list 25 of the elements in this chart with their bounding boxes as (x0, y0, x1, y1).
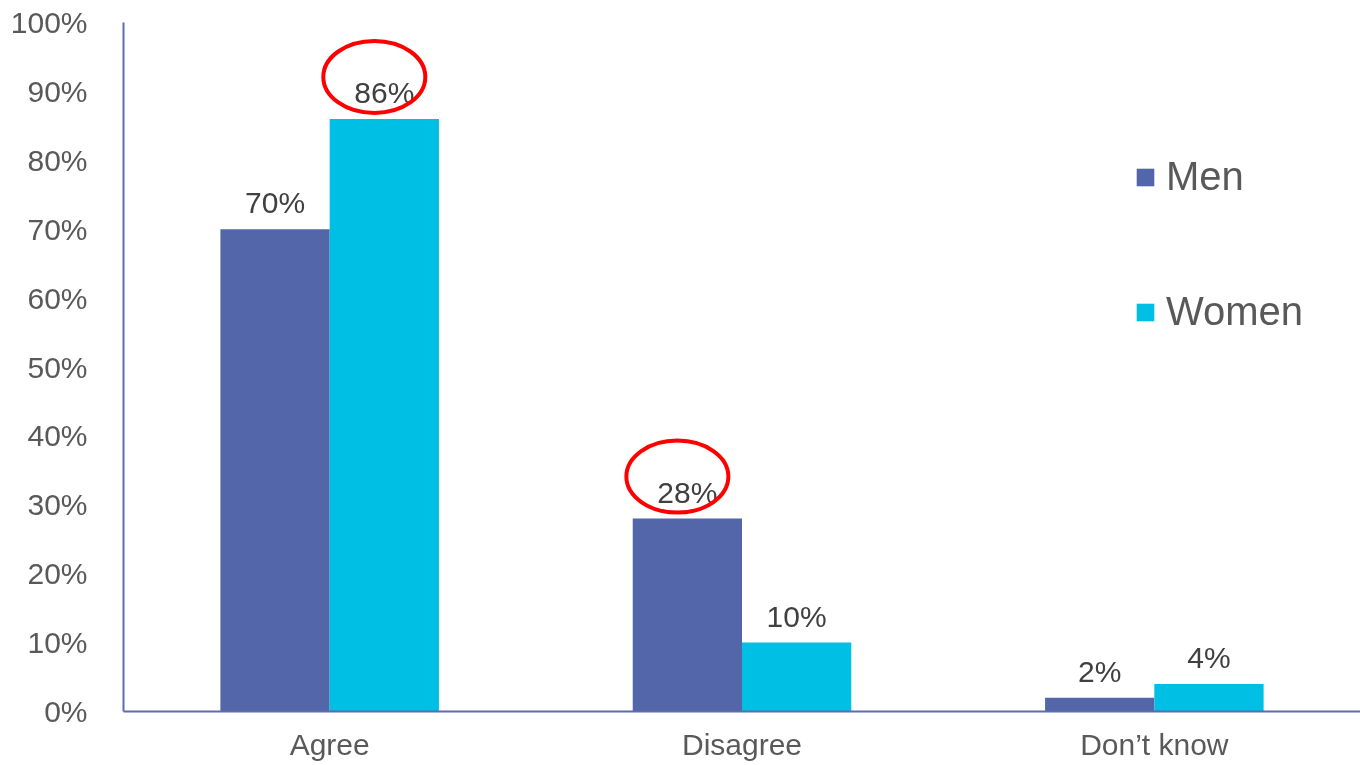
y-tick-label: 80% (27, 143, 88, 177)
data-label: 10% (766, 599, 827, 633)
y-tick-label: 0% (44, 695, 88, 728)
y-tick-label: 90% (27, 74, 88, 108)
bar (1154, 683, 1264, 712)
y-tick-label: 40% (27, 419, 88, 453)
x-tick-label: Don’t know (1080, 727, 1229, 761)
bar (742, 642, 852, 712)
x-tick-label: Disagree (681, 727, 803, 761)
legend-label: Women (1166, 289, 1304, 334)
y-tick-label: 50% (27, 350, 88, 384)
data-label: 4% (1187, 640, 1231, 674)
data-label: 70% (245, 186, 306, 220)
y-tick-label: 10% (27, 626, 88, 660)
data-label: 28% (657, 475, 718, 509)
y-tick-label: 60% (27, 281, 88, 315)
y-tick-label: 30% (27, 488, 88, 522)
legend-label: Men (1166, 154, 1244, 199)
y-tick-label: 70% (27, 212, 88, 246)
y-tick-label: 100% (10, 6, 88, 39)
data-label: 86% (354, 75, 415, 109)
bar (329, 118, 439, 712)
data-label: 2% (1078, 654, 1122, 688)
y-tick-label: 20% (27, 557, 88, 591)
x-tick-label: Agree (289, 727, 370, 761)
